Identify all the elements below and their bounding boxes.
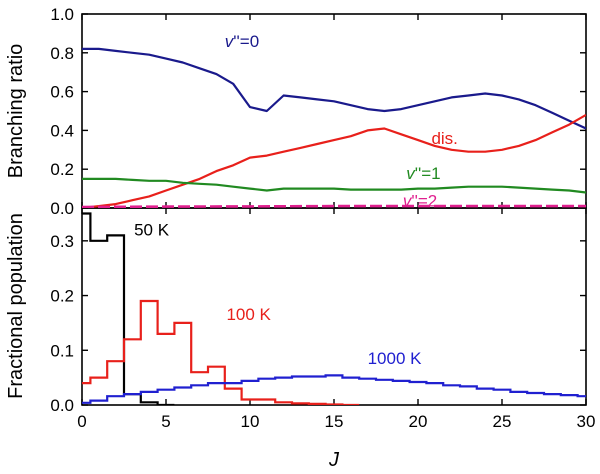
top-ytick-label: 0.8 (50, 44, 74, 63)
bottom-xtick-label: 20 (409, 412, 428, 431)
annotation-v-2: v''=2 (403, 191, 437, 210)
top-ytick-label: 0.2 (50, 160, 74, 179)
bottom-ytick-label: 0.1 (50, 341, 74, 360)
top-panel-frame (81, 13, 587, 209)
bottom-xtick-label: 5 (161, 412, 170, 431)
bottom-xtick-label: 25 (493, 412, 512, 431)
annotation-50-k: 50 K (134, 220, 170, 239)
bottom-series-group (82, 212, 586, 405)
annotation-100-k: 100 K (226, 305, 271, 324)
step-series-1000-k (82, 374, 586, 404)
top-ytick-label: 0.4 (50, 121, 74, 140)
top-series-group (82, 47, 586, 208)
top-ytick-label: 1.0 (50, 5, 74, 24)
bottom-ytick-label: 0.3 (50, 232, 74, 251)
step-series-100-k (82, 299, 360, 405)
annotation-1000-k: 1000 K (368, 349, 423, 368)
annotation-v-1: v''=1 (406, 164, 440, 183)
step-series-50-k (82, 212, 175, 405)
series-annotations: v''=0 dis. v''=1 v''=2 50 K 100 K 1000 K (134, 32, 458, 368)
top-ytick-label: 0.6 (50, 83, 74, 102)
series-line-dis (82, 113, 586, 208)
bottom-tick-labels: 0.0 0.1 0.2 0.3 0 5 10 15 20 25 30 (50, 232, 595, 431)
top-ylabel: Branching ratio (5, 44, 27, 179)
top-ytick-label: 0.0 (50, 199, 74, 218)
annotation-dis: dis. (431, 129, 457, 148)
annotation-v-0: v''=0 (225, 32, 259, 51)
bottom-ylabel: Fractional population (5, 213, 27, 399)
bottom-xtick-label: 15 (325, 412, 344, 431)
bottom-ytick-label: 0.0 (50, 396, 74, 415)
series-line-v-0 (82, 47, 586, 130)
bottom-ytick-label: 0.2 (50, 287, 74, 306)
bottom-xlabel: J (328, 449, 340, 471)
series-line-v-1 (82, 177, 586, 194)
bottom-xtick-label: 10 (241, 412, 260, 431)
top-tick-labels: 0.0 0.2 0.4 0.6 0.8 1.0 (50, 5, 74, 218)
bottom-xtick-label: 0 (77, 412, 86, 431)
series-line-v-2 (82, 204, 586, 208)
top-axis-ticks (81, 13, 587, 209)
bottom-xtick-label: 30 (577, 412, 596, 431)
